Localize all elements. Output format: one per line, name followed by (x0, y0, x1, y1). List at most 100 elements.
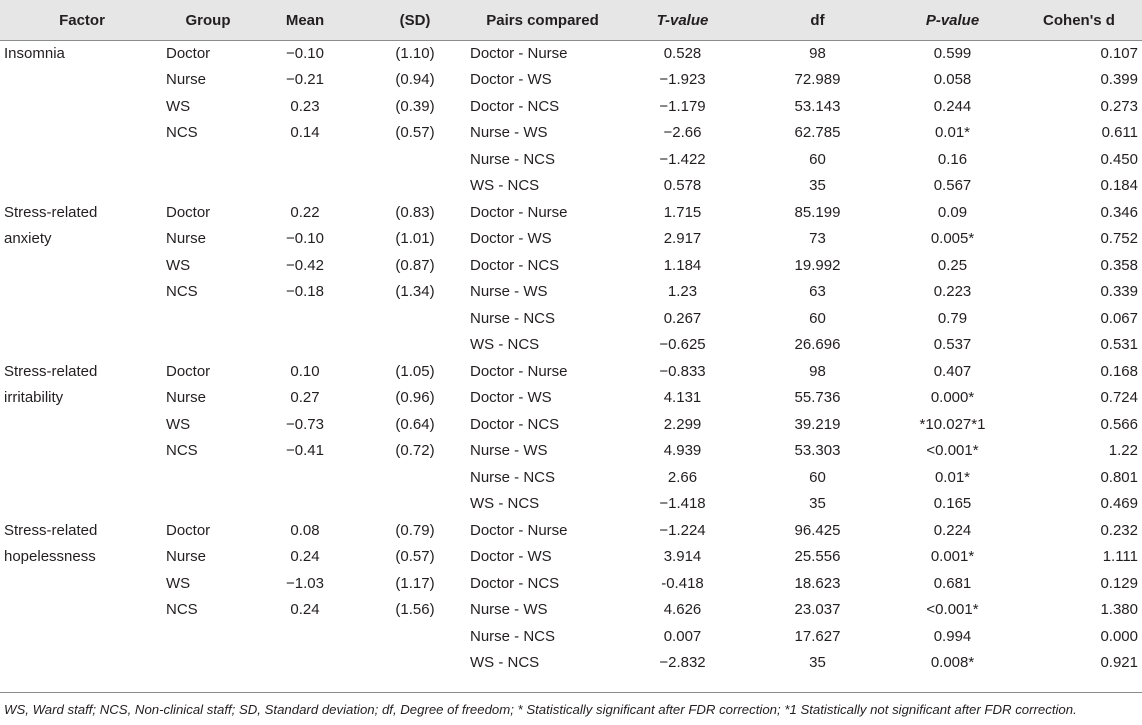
mean-cell: 0.22 (290, 203, 320, 221)
group-cell (160, 464, 250, 491)
cohens-d-cell: 0.129 (1100, 574, 1138, 592)
table-row: NCS −0.41 (0.72) Nurse - WS 4.939 53.303 <0.00… (0, 438, 1142, 465)
pair-cell: WS - NCS (470, 336, 540, 354)
df-cell: 25.556 (794, 548, 841, 566)
mean-cell (250, 305, 360, 332)
sd-cell: (1.01) (395, 230, 435, 248)
sd-cell: (0.72) (395, 442, 435, 460)
mean-cell: −0.10 (286, 44, 324, 62)
group-cell: Nurse (166, 230, 207, 248)
pair-cell: WS - NCS (470, 177, 540, 195)
p-value-cell: 0.994 (933, 627, 972, 645)
table-row: Insomnia Doctor −0.10 (1.10) Doctor - Nurse 0… (0, 40, 1142, 67)
df-cell: 19.992 (794, 256, 841, 274)
pair-cell: Nurse - WS (470, 442, 548, 460)
df-cell: 96.425 (794, 521, 841, 539)
t-value-cell: 2.66 (667, 468, 698, 486)
table-row: Nurse - NCS 0.267 60 0.79 0.067 (0, 305, 1142, 332)
pair-cell: Nurse - WS (470, 283, 548, 301)
pair-cell: Doctor - WS (470, 230, 552, 248)
factor-cell (0, 570, 160, 597)
header-factor: Factor (0, 0, 160, 40)
mean-cell (250, 332, 360, 359)
table-body: Insomnia Doctor −0.10 (1.10) Doctor - Nurse 0… (0, 40, 1142, 676)
factor-cell (0, 491, 160, 518)
t-value-cell: -0.418 (661, 574, 704, 592)
mean-cell: 0.08 (290, 521, 320, 539)
t-value-cell: −0.833 (659, 362, 706, 380)
table-row: anxiety Nurse −0.10 (1.01) Doctor - WS 2.917 7… (0, 226, 1142, 253)
pair-cell: Nurse - WS (470, 601, 548, 619)
p-value-cell: *10.027*1 (919, 415, 986, 433)
header-p-value: P-value (885, 0, 1020, 40)
t-value-cell: 2.299 (663, 415, 702, 433)
table-row: Stress-related Doctor 0.22 (0.83) Doctor - N… (0, 199, 1142, 226)
factor-cell (0, 332, 160, 359)
factor-cell (0, 120, 160, 147)
group-cell: Doctor (166, 44, 211, 62)
p-value-cell: 0.407 (933, 362, 972, 380)
factor-cell (0, 650, 160, 677)
table-row: WS −1.03 (1.17) Doctor - NCS -0.418 18.623 0.6… (0, 570, 1142, 597)
bottom-rule (0, 692, 1142, 693)
pair-cell: Nurse - NCS (470, 309, 556, 327)
table-row: hopelessness Nurse 0.24 (0.57) Doctor - WS 3.… (0, 544, 1142, 571)
p-value-cell: 0.000* (930, 389, 975, 407)
t-value-cell: −1.923 (659, 71, 706, 89)
mean-cell: 0.23 (290, 97, 320, 115)
t-value-cell: 0.267 (663, 309, 702, 327)
pair-cell: Nurse - NCS (470, 627, 556, 645)
sd-cell (360, 173, 470, 200)
t-value-cell: −2.832 (659, 654, 706, 672)
cohens-d-cell: 0.399 (1100, 71, 1138, 89)
group-cell (160, 305, 250, 332)
sd-cell (360, 650, 470, 677)
sd-cell (360, 464, 470, 491)
footnote: WS, Ward staff; NCS, Non-clinical staff;… (4, 702, 1077, 717)
factor-cell (0, 252, 160, 279)
cohens-d-cell: 0.611 (1101, 124, 1138, 142)
factor-cell (0, 623, 160, 650)
table-row: WS 0.23 (0.39) Doctor - NCS −1.179 53.143 0.24… (0, 93, 1142, 120)
pair-cell: Doctor - NCS (470, 97, 560, 115)
mean-cell (250, 491, 360, 518)
table-row: WS −0.42 (0.87) Doctor - NCS 1.184 19.992 0.25… (0, 252, 1142, 279)
group-cell: Nurse (166, 71, 207, 89)
factor-cell (0, 93, 160, 120)
factor-cell: Insomnia (4, 44, 65, 62)
pair-cell: WS - NCS (470, 654, 540, 672)
sd-cell: (0.94) (395, 71, 435, 89)
group-cell (160, 173, 250, 200)
sd-cell: (1.10) (395, 44, 435, 62)
pair-cell: Nurse - NCS (470, 468, 556, 486)
df-cell: 17.627 (794, 627, 841, 645)
t-value-cell: 0.578 (663, 177, 702, 195)
mean-cell (250, 623, 360, 650)
pair-cell: Doctor - WS (470, 71, 552, 89)
header-pairs: Pairs compared (470, 0, 615, 40)
mean-cell: 0.24 (290, 548, 320, 566)
factor-cell (0, 279, 160, 306)
cohens-d-cell: 0.531 (1100, 336, 1138, 354)
results-table: Factor Group Mean (SD) Pairs compared T-… (0, 0, 1142, 676)
factor-cell: hopelessness (4, 548, 96, 566)
mean-cell (250, 173, 360, 200)
df-cell: 85.199 (794, 203, 841, 221)
t-value-cell: 4.131 (663, 389, 702, 407)
t-value-cell: 0.007 (663, 627, 702, 645)
t-value-cell: −1.422 (659, 150, 706, 168)
table-row: WS - NCS −1.418 35 0.165 0.469 (0, 491, 1142, 518)
p-value-cell: 0.058 (933, 71, 972, 89)
factor-cell (0, 438, 160, 465)
cohens-d-cell: 0.339 (1100, 283, 1138, 301)
group-cell: NCS (166, 442, 198, 460)
group-cell: WS (166, 415, 191, 433)
factor-cell: irritability (4, 389, 64, 407)
p-value-cell: 0.567 (933, 177, 972, 195)
header-rule (0, 40, 1142, 41)
mean-cell (250, 146, 360, 173)
cohens-d-cell: 1.111 (1102, 548, 1138, 566)
df-cell: 55.736 (794, 389, 841, 407)
group-cell (160, 650, 250, 677)
